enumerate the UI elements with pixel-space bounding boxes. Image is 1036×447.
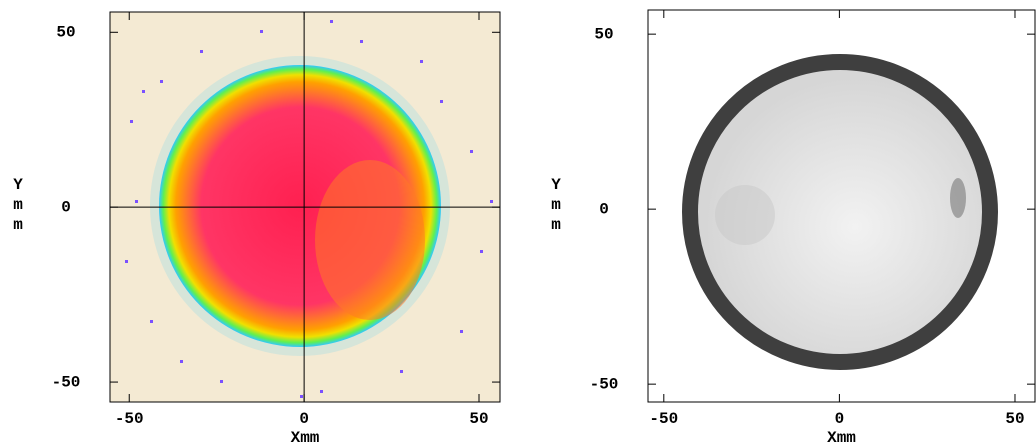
disc xyxy=(682,54,998,370)
y-tick-label: 50 xyxy=(594,25,613,43)
y-tick-label: -50 xyxy=(590,375,619,393)
plot-frame xyxy=(647,9,1036,403)
x-tick-label: 50 xyxy=(1005,410,1024,428)
x-tick-label: 50 xyxy=(469,410,488,428)
shade xyxy=(715,185,775,245)
heatmap-image xyxy=(682,54,998,370)
x-axis-label: Xmm xyxy=(827,429,856,447)
x-tick-label: -50 xyxy=(115,410,144,428)
heatmap-image xyxy=(125,20,493,398)
y-tick-label: 0 xyxy=(61,198,71,216)
y-tick-label: 50 xyxy=(56,24,75,42)
dark-spot xyxy=(950,178,966,218)
x-tick-label: -50 xyxy=(649,410,678,428)
x-axis-label: Xmm xyxy=(291,429,320,447)
scatter-dots xyxy=(125,20,493,398)
x-tick-label: 0 xyxy=(299,410,309,428)
x-tick-label: 0 xyxy=(835,410,845,428)
y-tick-label: -50 xyxy=(52,373,81,391)
hot-region xyxy=(315,160,425,320)
y-tick-label: 0 xyxy=(599,200,609,218)
